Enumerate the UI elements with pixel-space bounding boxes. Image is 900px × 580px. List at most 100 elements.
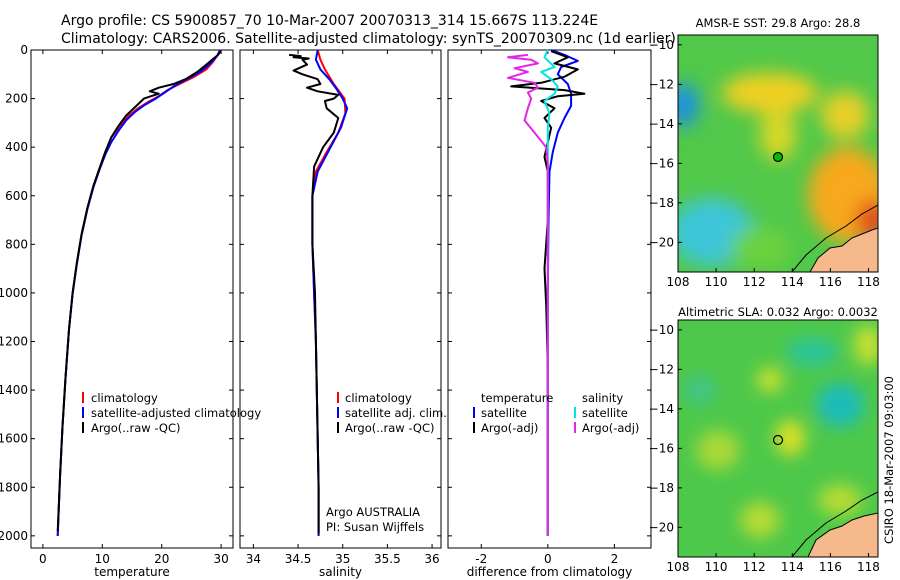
salinity-x-axis-label: salinity [319,565,362,579]
figure-title-line2: Climatology: CARS2006. Satellite-adjuste… [61,31,676,47]
x-tick-label: 2 [611,552,619,566]
map-x-tick-label: 118 [857,560,880,574]
map-y-tick-label: −10 [649,323,674,337]
x-tick-label: 0 [544,552,552,566]
sla-map [678,320,878,557]
legend-label-sal-argo: Argo(-adj) [582,421,639,435]
figure-title-line1: Argo profile: CS 5900857_70 10-Mar-2007 … [61,13,598,29]
temperature-x-axis-label: temperature [94,565,169,579]
sla-blob-yellow-northeast [854,325,878,365]
series-line-argo-raw-qc- [288,53,340,534]
temperature-profile-panel: 0 200 400 600 800 1000 1200 1400 1600 1800 2000 0 10… [0,43,234,579]
map-x-tick-label: 112 [743,560,766,574]
sst-map [678,35,878,272]
legend-label-argo: Argo(..raw -QC) [345,421,435,435]
x-tick-label: 34.5 [285,552,312,566]
difference-legend: temperature satellite Argo(-adj) salinit… [473,391,639,435]
legend-label-satellite: satellite adj. clim. [345,406,447,420]
x-tick-label: 0 [39,552,47,566]
salinity-plot-frame [239,49,442,549]
map-x-tick-label: 116 [819,275,842,289]
sla-blob-yellow-central [775,420,805,456]
sla-coastline-offshore [791,491,878,557]
legend-group-temperature: temperature [481,391,553,405]
sla-blob-yellow-east [818,484,862,516]
y-tick-label: 1000 [0,286,28,300]
x-tick-label: 35.5 [374,552,401,566]
x-tick-label: 35 [335,552,350,566]
sst-map-title: AMSR-E SST: 29.8 Argo: 28.8 [696,16,861,30]
map-x-tick-label: 114 [781,560,804,574]
sst-blob-cool-west [678,83,699,127]
sla-blob-yellow-north [757,367,783,393]
legend-label-temp-satellite: satellite [481,406,527,420]
series-line-temperature-argo-adj- [510,50,586,536]
map-x-tick-label: 112 [743,275,766,289]
y-tick-label: 2000 [0,529,28,543]
y-tick-label: 400 [5,140,28,154]
sla-land-mass [807,512,878,557]
map-y-tick-label: −16 [649,441,674,455]
sst-blob-green-south [730,228,790,268]
map-y-tick-label: −20 [649,235,674,249]
x-tick-label: 30 [213,552,228,566]
sst-land-mass [809,227,878,272]
y-tick-label: 600 [5,189,28,203]
x-tick-label: 20 [154,552,169,566]
map-x-tick-label: 114 [781,275,804,289]
pi-annotation: PI: Susan Wijffels [326,520,424,534]
map-x-tick-label: 116 [819,560,842,574]
series-line-argo-raw-qc- [56,50,222,532]
y-tick-label: 1400 [0,383,28,397]
sst-map-frame [677,34,879,273]
map-y-tick-label: −14 [649,117,674,131]
legend-label-argo: Argo(..raw -QC) [91,421,181,435]
sla-map-frame [677,319,879,558]
map-x-tick-label: 108 [667,560,690,574]
y-tick-label: 0 [20,43,28,57]
sst-blob-warm-central [760,109,796,161]
x-tick-label: -2 [475,552,487,566]
sla-argo-marker [772,434,784,446]
difference-x-axis-label: difference from climatology [467,565,633,579]
legend-label-climatology: climatology [345,391,412,405]
map-y-tick-label: −18 [649,196,674,210]
sst-blob-warm-north [722,73,818,113]
map-x-tick-label: 118 [857,275,880,289]
sla-blob-teal-northeast [816,383,864,427]
temperature-legend: climatology satellite-adjusted climatolo… [82,391,261,435]
sla-blob-teal-north [786,338,838,366]
x-tick-label: 10 [95,552,110,566]
y-tick-label: 200 [5,92,28,106]
sla-blob-yellow-south [740,502,780,538]
x-tick-label: 36 [424,552,439,566]
map-y-tick-label: −12 [649,77,674,91]
map-x-tick-label: 110 [705,560,728,574]
salinity-profile-panel: 34 34.5 35 35.5 36 salinity [239,49,442,579]
temperature-plot-frame [30,49,234,549]
y-tick-label: 1600 [0,432,28,446]
map-y-tick-label: −18 [649,481,674,495]
sla-map-title: Altimetric SLA: 0.032 Argo: 0.0032 [678,305,878,319]
map-y-tick-label: −10 [649,38,674,52]
legend-label-temp-argo: Argo(-adj) [481,421,538,435]
map-y-tick-label: −20 [649,520,674,534]
sla-map-axes: 108 110 112 114 116 118 −10 −12 −14 −16 −18 −20 [649,323,880,574]
sla-blob-teal-west [684,376,716,404]
map-y-tick-label: −12 [649,362,674,376]
legend-label-climatology: climatology [91,391,158,405]
map-y-tick-label: −16 [649,156,674,170]
legend-label-sal-satellite: satellite [582,406,628,420]
y-tick-label: 1800 [0,480,28,494]
y-tick-label: 800 [5,237,28,251]
sst-coastline-offshore [791,204,878,272]
salinity-legend: climatology satellite adj. clim. Argo(..… [326,391,447,534]
series-line-salinity-argo-adj- [506,53,549,536]
credit-timestamp: CSIRO 18-Mar-2007 09:03:00 [882,376,896,544]
sst-map-axes: 108 110 112 114 116 118 −10 −12 −14 −16 −18 −20 [649,38,880,289]
sla-blob-yellow-west [696,430,740,470]
sst-argo-marker [772,151,784,163]
platform-annotation: Argo AUSTRALIA [326,505,420,519]
map-x-tick-label: 110 [705,275,728,289]
